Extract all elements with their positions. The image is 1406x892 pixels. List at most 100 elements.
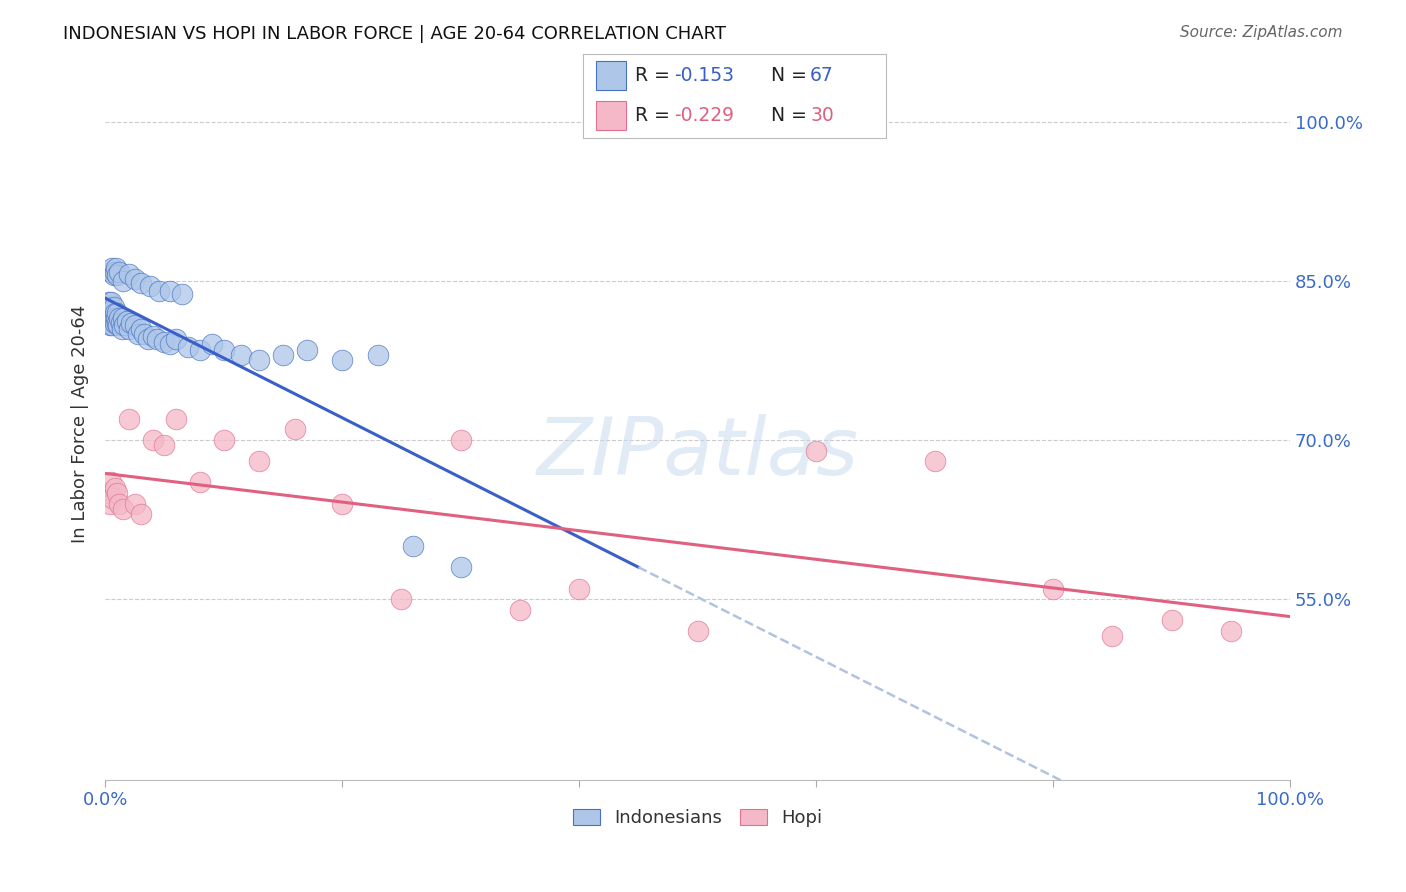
Point bbox=[100, 303, 122, 318]
Point bbox=[231, 348, 253, 362]
Point bbox=[112, 318, 135, 333]
Point bbox=[118, 268, 141, 282]
Point bbox=[247, 454, 270, 468]
Point bbox=[98, 318, 121, 333]
Text: ZIPatlas: ZIPatlas bbox=[537, 414, 859, 491]
Point bbox=[100, 265, 122, 279]
Text: N =: N = bbox=[770, 66, 813, 85]
Point bbox=[124, 318, 146, 333]
Point bbox=[450, 433, 472, 447]
Point bbox=[97, 310, 120, 325]
Point bbox=[104, 310, 127, 325]
Point bbox=[97, 486, 120, 500]
Point bbox=[98, 497, 121, 511]
Point bbox=[97, 316, 120, 330]
Point bbox=[103, 301, 125, 315]
Point bbox=[97, 305, 120, 319]
Point bbox=[104, 265, 127, 279]
Point bbox=[105, 486, 128, 500]
Point bbox=[100, 295, 122, 310]
Point bbox=[159, 337, 181, 351]
Point bbox=[110, 316, 132, 330]
Point bbox=[98, 310, 121, 325]
Point bbox=[686, 624, 709, 638]
Point bbox=[153, 438, 176, 452]
Point bbox=[165, 411, 187, 425]
Point bbox=[924, 454, 946, 468]
Point bbox=[450, 560, 472, 574]
Legend: Indonesians, Hopi: Indonesians, Hopi bbox=[565, 802, 830, 835]
Point bbox=[104, 316, 127, 330]
Point bbox=[108, 310, 131, 325]
Point bbox=[568, 582, 591, 596]
Point bbox=[101, 261, 124, 276]
Point bbox=[129, 321, 152, 335]
Point bbox=[139, 279, 162, 293]
Point bbox=[212, 433, 235, 447]
Point bbox=[104, 305, 127, 319]
Bar bbox=[596, 101, 626, 130]
Point bbox=[127, 326, 149, 341]
Point bbox=[271, 348, 294, 362]
Point bbox=[103, 268, 125, 283]
Point bbox=[100, 314, 122, 328]
Text: N =: N = bbox=[770, 106, 813, 125]
Point bbox=[108, 265, 131, 279]
Point bbox=[177, 340, 200, 354]
Point bbox=[201, 337, 224, 351]
Point bbox=[402, 539, 425, 553]
Point bbox=[153, 335, 176, 350]
Point bbox=[172, 286, 194, 301]
Point bbox=[284, 422, 307, 436]
Text: 67: 67 bbox=[810, 66, 834, 85]
Point bbox=[129, 276, 152, 290]
Point bbox=[124, 271, 146, 285]
Point bbox=[101, 491, 124, 506]
Point bbox=[142, 433, 165, 447]
Point bbox=[367, 348, 389, 362]
Point bbox=[107, 318, 129, 333]
Point bbox=[1219, 624, 1241, 638]
Point bbox=[509, 603, 531, 617]
Point bbox=[111, 310, 134, 325]
Point bbox=[111, 502, 134, 516]
Point bbox=[101, 308, 124, 322]
Point bbox=[391, 592, 413, 607]
Point bbox=[136, 332, 159, 346]
Point bbox=[111, 321, 134, 335]
Point bbox=[188, 343, 211, 357]
Point bbox=[330, 497, 353, 511]
Y-axis label: In Labor Force | Age 20-64: In Labor Force | Age 20-64 bbox=[72, 305, 89, 543]
Point bbox=[188, 475, 211, 490]
Point bbox=[105, 305, 128, 319]
Text: -0.153: -0.153 bbox=[675, 66, 734, 85]
Point bbox=[118, 321, 141, 335]
Bar bbox=[596, 62, 626, 90]
Point bbox=[100, 475, 122, 490]
Point bbox=[148, 285, 170, 299]
Text: Source: ZipAtlas.com: Source: ZipAtlas.com bbox=[1180, 25, 1343, 40]
Point bbox=[165, 332, 187, 346]
Text: R =: R = bbox=[636, 106, 676, 125]
Point bbox=[1160, 614, 1182, 628]
Text: INDONESIAN VS HOPI IN LABOR FORCE | AGE 20-64 CORRELATION CHART: INDONESIAN VS HOPI IN LABOR FORCE | AGE … bbox=[63, 25, 727, 43]
Point bbox=[1101, 629, 1123, 643]
Point bbox=[103, 310, 125, 325]
Point bbox=[105, 268, 128, 283]
Point bbox=[97, 295, 120, 310]
Point bbox=[247, 353, 270, 368]
Point bbox=[804, 443, 827, 458]
Point bbox=[104, 481, 127, 495]
Point bbox=[97, 301, 120, 315]
Point bbox=[129, 508, 152, 522]
Point bbox=[212, 343, 235, 357]
Point bbox=[159, 285, 181, 299]
Point bbox=[295, 343, 318, 357]
Text: 30: 30 bbox=[810, 106, 834, 125]
Point bbox=[96, 305, 118, 319]
Point bbox=[104, 261, 127, 276]
Point bbox=[105, 316, 128, 330]
Point bbox=[118, 411, 141, 425]
Point bbox=[1042, 582, 1064, 596]
Text: R =: R = bbox=[636, 66, 676, 85]
